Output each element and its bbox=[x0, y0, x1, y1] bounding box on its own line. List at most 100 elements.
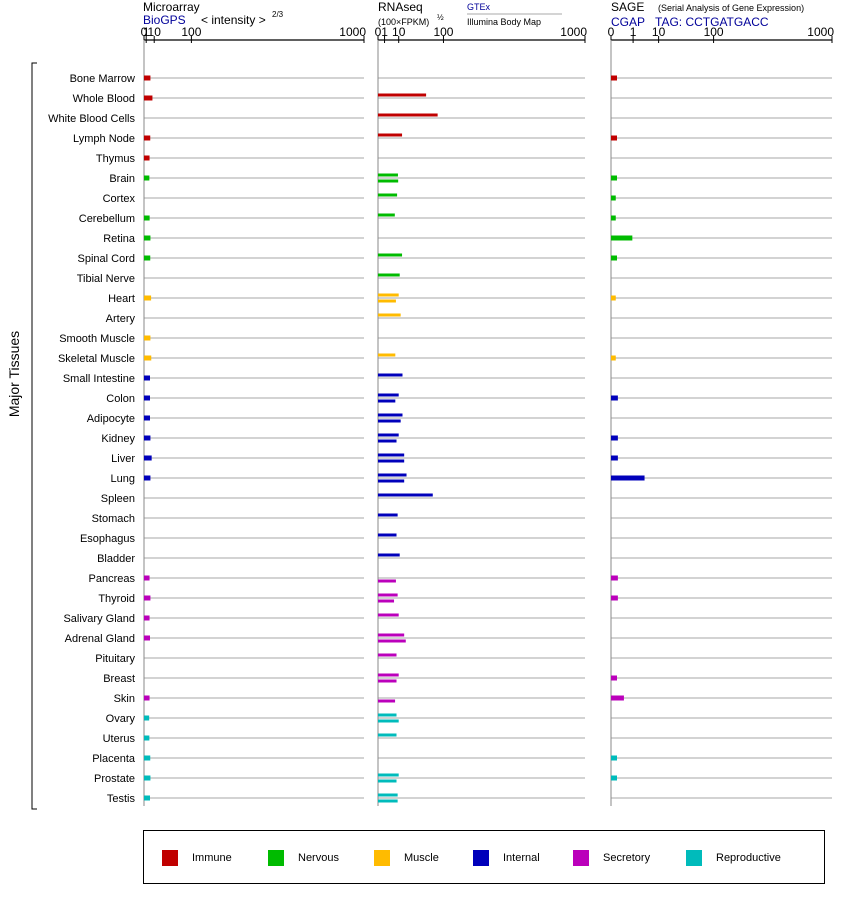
rnaseq-gtex-bar bbox=[378, 193, 398, 197]
sage-bar bbox=[611, 255, 617, 261]
rnaseq-gtex-bar bbox=[378, 273, 400, 277]
rnaseq-gtex-bar bbox=[378, 433, 399, 437]
rnaseq-scale: (100×FPKM) bbox=[378, 17, 429, 27]
row-label: Bladder bbox=[97, 553, 135, 565]
rnaseq-gtex-bar bbox=[378, 773, 399, 777]
legend-label: Immune bbox=[192, 852, 232, 864]
legend-label: Nervous bbox=[298, 852, 339, 864]
sage-bar bbox=[611, 295, 616, 301]
row-label: Esophagus bbox=[80, 533, 136, 545]
microarray-bar bbox=[144, 375, 150, 381]
rnaseq-gtex-bar bbox=[378, 673, 399, 677]
rnaseq-ibm-bar bbox=[378, 399, 396, 403]
rnaseq-gtex-bar bbox=[378, 713, 397, 717]
rnaseq-ibm-bar bbox=[378, 479, 405, 483]
sage-tick-label: 10 bbox=[652, 25, 666, 39]
rnaseq-gtex-bar bbox=[378, 793, 398, 797]
sage-source-link[interactable]: CGAP bbox=[611, 15, 645, 29]
row-label: Cortex bbox=[103, 193, 136, 205]
rnaseq-tick-label: 1 bbox=[381, 25, 388, 39]
microarray-bar bbox=[144, 435, 151, 441]
rnaseq-tick-label: 1000 bbox=[560, 25, 587, 39]
rnaseq-gtex-bar bbox=[378, 553, 400, 557]
row-label: Placenta bbox=[92, 753, 136, 765]
row-label: Whole Blood bbox=[73, 93, 135, 105]
microarray-bar bbox=[144, 475, 151, 481]
rnaseq-tick-label: 10 bbox=[392, 25, 406, 39]
sage-bar bbox=[611, 235, 633, 241]
row-label: Tibial Nerve bbox=[77, 273, 135, 285]
row-label: Uterus bbox=[103, 733, 136, 745]
rnaseq-ibm-bar bbox=[378, 579, 396, 583]
legend-item-reproductive: Reproductive bbox=[686, 848, 781, 868]
legend-item-muscle: Muscle bbox=[374, 848, 439, 868]
row-label: Skin bbox=[114, 693, 135, 705]
sage-bar bbox=[611, 435, 618, 441]
microarray-bar bbox=[144, 235, 151, 241]
row-label: Brain bbox=[109, 173, 135, 185]
legend-item-nervous: Nervous bbox=[268, 848, 339, 868]
gtex-source-link[interactable]: GTEx bbox=[467, 2, 491, 12]
legend-swatch bbox=[473, 850, 489, 866]
sage-tick-label: 1000 bbox=[807, 25, 834, 39]
sage-bar bbox=[611, 455, 618, 461]
rnaseq-ibm-bar bbox=[378, 719, 399, 723]
rnaseq-gtex-bar bbox=[378, 313, 401, 317]
microarray-bar bbox=[144, 595, 151, 601]
microarray-tick-label: 1 bbox=[143, 25, 150, 39]
rnaseq-tick-label: 0 bbox=[375, 25, 382, 39]
rnaseq-ibm-bar bbox=[378, 599, 395, 603]
sage-tag[interactable]: TAG: CCTGATGACC bbox=[655, 15, 769, 29]
microarray-bar bbox=[144, 755, 151, 761]
rnaseq-ibm-bar bbox=[378, 299, 396, 303]
rnaseq-gtex-bar bbox=[378, 293, 399, 297]
sage-tick-label: 1 bbox=[630, 25, 637, 39]
row-label: Small Intestine bbox=[63, 373, 135, 385]
rnaseq-gtex-bar bbox=[378, 393, 399, 397]
sage-title: SAGE bbox=[611, 0, 644, 14]
row-label: Adrenal Gland bbox=[65, 633, 135, 645]
row-label: Thymus bbox=[96, 153, 136, 165]
row-label: Salivary Gland bbox=[63, 613, 135, 625]
row-label: Kidney bbox=[101, 433, 135, 445]
sage-bar bbox=[611, 575, 618, 581]
microarray-source-link[interactable]: BioGPS bbox=[143, 13, 186, 27]
sage-bar bbox=[611, 215, 616, 221]
microarray-bar bbox=[144, 795, 150, 801]
sage-bar bbox=[611, 775, 617, 781]
row-label: Retina bbox=[103, 233, 136, 245]
sage-tick-label: 0 bbox=[608, 25, 615, 39]
row-label: Spleen bbox=[101, 493, 135, 505]
rnaseq-ibm-bar bbox=[378, 459, 405, 463]
rnaseq-ibm-bar bbox=[378, 419, 401, 423]
microarray-bar bbox=[144, 155, 150, 161]
legend-swatch bbox=[162, 850, 178, 866]
sage-bar bbox=[611, 75, 617, 81]
row-label: Adipocyte bbox=[87, 413, 135, 425]
microarray-bar bbox=[144, 295, 152, 301]
microarray-bar bbox=[144, 415, 150, 421]
rnaseq-gtex-bar bbox=[378, 93, 427, 97]
sage-subtitle: (Serial Analysis of Gene Expression) bbox=[658, 3, 804, 13]
legend-swatch bbox=[268, 850, 284, 866]
row-label: Artery bbox=[106, 313, 136, 325]
sage-bar bbox=[611, 695, 624, 701]
rnaseq-ibm-bar bbox=[378, 779, 397, 783]
microarray-bar bbox=[144, 715, 150, 721]
microarray-bar bbox=[144, 355, 152, 361]
rnaseq-gtex-bar bbox=[378, 113, 438, 117]
y-axis-label: Major Tissues bbox=[6, 331, 22, 417]
rnaseq-gtex-bar bbox=[378, 493, 433, 497]
sage-bar bbox=[611, 355, 616, 361]
legend-item-secretory: Secretory bbox=[573, 848, 650, 868]
rnaseq-gtex-bar bbox=[378, 173, 398, 177]
microarray-bar bbox=[144, 575, 150, 581]
rnaseq-gtex-bar bbox=[378, 133, 403, 137]
rnaseq-ibm-bar bbox=[378, 699, 396, 703]
microarray-bar bbox=[144, 455, 152, 461]
microarray-bar bbox=[144, 395, 150, 401]
legend-swatch bbox=[374, 850, 390, 866]
rnaseq-gtex-bar bbox=[378, 613, 399, 617]
microarray-title: Microarray bbox=[143, 0, 200, 14]
microarray-bar bbox=[144, 175, 150, 181]
